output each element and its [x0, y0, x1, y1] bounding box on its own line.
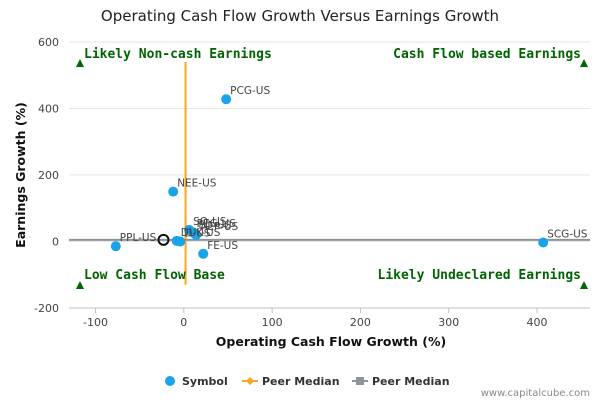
point-label: NEE-US: [177, 178, 217, 190]
data-point: [175, 236, 186, 247]
x-tick-label: 200: [350, 316, 371, 329]
data-point: [168, 186, 179, 197]
y-tick-label: 0: [52, 236, 59, 249]
data-point: [538, 237, 549, 248]
legend-label: Peer Median: [262, 375, 340, 388]
x-tick-label: 300: [438, 316, 459, 329]
legend: Symbol Peer Median Peer Median: [165, 375, 450, 388]
quadrant-label-bottom-left: Low Cash Flow Base: [84, 268, 225, 283]
y-tick-label: 400: [38, 103, 59, 116]
data-point: [221, 94, 232, 105]
point-label: ED-US: [198, 220, 231, 232]
x-axis-title: Operating Cash Flow Growth (%): [216, 334, 446, 349]
quadrant-label-top-left: Likely Non-cash Earnings: [84, 47, 272, 62]
highlight-point: [157, 233, 170, 246]
point-label: PPL-US: [120, 232, 157, 244]
legend-label: Symbol: [182, 375, 228, 388]
y-tick-label: 200: [38, 169, 59, 182]
quadrant-labels: Likely Non-cash Earnings Cash Flow based …: [76, 47, 588, 289]
legend-diamond-marker: [246, 377, 254, 385]
quadrant-marker-top-right: [580, 59, 588, 67]
x-tick-label: 400: [527, 316, 548, 329]
y-tick-labels: -200 0 200 400 600: [34, 36, 59, 315]
quadrant-label-top-right: Cash Flow based Earnings: [393, 47, 581, 62]
x-tick-labels: -100 0 100 200 300 400: [83, 316, 548, 329]
chart-title: Operating Cash Flow Growth Versus Earnin…: [101, 7, 499, 25]
point-label: D-US: [184, 228, 211, 240]
point-label: PEG-US: [197, 218, 237, 230]
y-tick-label: 600: [38, 36, 59, 49]
point-label: AEP-US: [200, 221, 238, 233]
legend-label: Peer Median: [372, 375, 450, 388]
point-label: PCG-US: [230, 85, 270, 97]
point-label: SO-US: [193, 216, 227, 228]
quadrant-marker-top-left: [76, 59, 84, 67]
y-tick-label: -200: [34, 302, 59, 315]
data-point: [198, 248, 209, 259]
data-point: [191, 229, 202, 240]
point-label: SCG-US: [547, 228, 588, 240]
y-axis-title: Earnings Growth (%): [13, 102, 28, 248]
peer-median-lines: [69, 61, 590, 285]
point-label: FE-US: [207, 240, 238, 252]
quadrant-label-bottom-right: Likely Undeclared Earnings: [378, 268, 582, 283]
legend-square-marker: [356, 377, 364, 385]
data-points: PCG-US NEE-US SO-USPEG-USED-USDUK-USD-USAE…: [110, 85, 588, 259]
data-point: [110, 241, 121, 252]
x-tick-label: 100: [262, 316, 283, 329]
legend-symbol-marker: [165, 376, 175, 386]
x-tick-label: -100: [83, 316, 108, 329]
point-label: DUK-US: [181, 227, 221, 239]
axes: [69, 307, 590, 313]
quadrant-marker-bottom-right: [580, 281, 588, 289]
quadrant-marker-bottom-left: [76, 281, 84, 289]
x-tick-label: 0: [180, 316, 187, 329]
credit-text: www.capitalcube.com: [481, 388, 590, 399]
